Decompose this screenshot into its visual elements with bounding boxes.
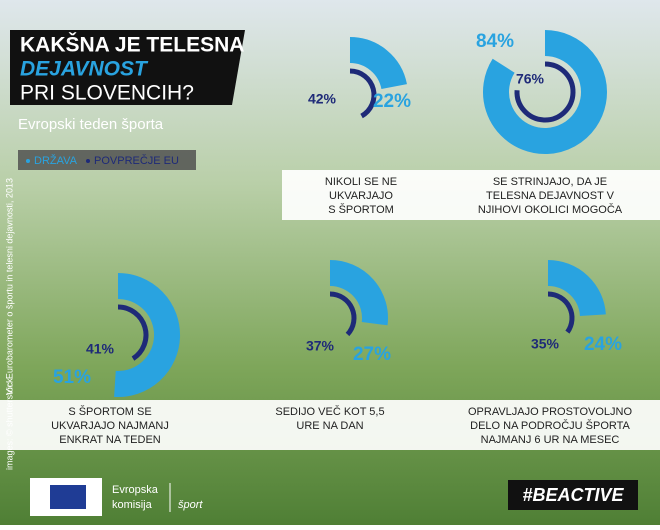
caption-line: NJIHOVI OKOLICI MOGOČA (478, 203, 623, 216)
caption-line: ENKRAT NA TEDEN (59, 434, 161, 446)
hashtag: #BEACTIVE (522, 485, 624, 505)
country-arc (483, 30, 607, 154)
eu-value-label: 76% (516, 71, 545, 87)
caption-line: DELO NA PODROČJU ŠPORTA (470, 419, 630, 432)
caption-line: SE STRINJAJO, DA JE (493, 176, 607, 188)
caption-line: OPRAVLJAJO PROSTOVOLJNO (468, 406, 632, 418)
eu-arc (514, 61, 576, 123)
legend-dot (86, 159, 90, 163)
caption-line: NAJMANJ 6 UR NA MESEC (481, 434, 620, 446)
caption-line: SEDIJO VEČ KOT 5,5 (275, 405, 384, 418)
caption-box (0, 400, 220, 450)
country-arc (329, 260, 388, 326)
caption-box (440, 400, 660, 450)
caption-box (282, 170, 440, 220)
caption-line: S ŠPORTOM (328, 203, 394, 216)
legend-box (18, 150, 196, 170)
eu-arc (349, 68, 377, 119)
caption-line: UKVARJAJO (329, 190, 393, 202)
caption-line: S ŠPORTOM SE (68, 405, 151, 418)
country-arc (114, 273, 181, 397)
caption-line: URE NA DAN (296, 420, 363, 432)
legend-label: DRŽAVA (34, 154, 78, 167)
side-note: Vir: Eurobarometer o športu in telesni d… (4, 178, 14, 395)
caption-box (440, 170, 660, 220)
eu-arc (117, 304, 149, 361)
eu-value-label: 41% (86, 341, 115, 357)
country-arc (547, 260, 606, 317)
legend-dot (26, 159, 30, 163)
org-line: komisija (112, 499, 153, 511)
country-value-label: 51% (53, 367, 91, 388)
hashtag-box (508, 480, 638, 510)
subtitle: Evropski teden športa (18, 116, 164, 133)
title-line: DEJAVNOST (20, 58, 149, 81)
eu-arc (329, 291, 357, 337)
country-value-label: 22% (373, 91, 411, 112)
eu-value-label: 35% (531, 336, 560, 352)
legend-label: POVPREČJE EU (94, 154, 179, 167)
eu-flag (50, 485, 86, 509)
org-line: Evropska (112, 484, 159, 496)
country-value-label: 84% (476, 31, 514, 52)
country-arc (349, 37, 407, 90)
title-box (10, 30, 245, 105)
eu-arc (547, 291, 575, 334)
eu-value-label: 42% (308, 91, 337, 107)
caption-line: NIKOLI SE NE (325, 176, 397, 188)
eu-value-label: 37% (306, 338, 335, 354)
caption-box (220, 400, 440, 450)
country-value-label: 24% (584, 334, 622, 355)
title-line: PRI SLOVENCIH? (20, 82, 194, 105)
caption-line: TELESNA DEJAVNOST V (486, 190, 615, 202)
title-line: KAKŠNA JE TELESNA (20, 33, 244, 57)
org-unit: šport (178, 499, 203, 511)
country-value-label: 27% (353, 344, 391, 365)
caption-line: UKVARJAJO NAJMANJ (51, 420, 169, 432)
